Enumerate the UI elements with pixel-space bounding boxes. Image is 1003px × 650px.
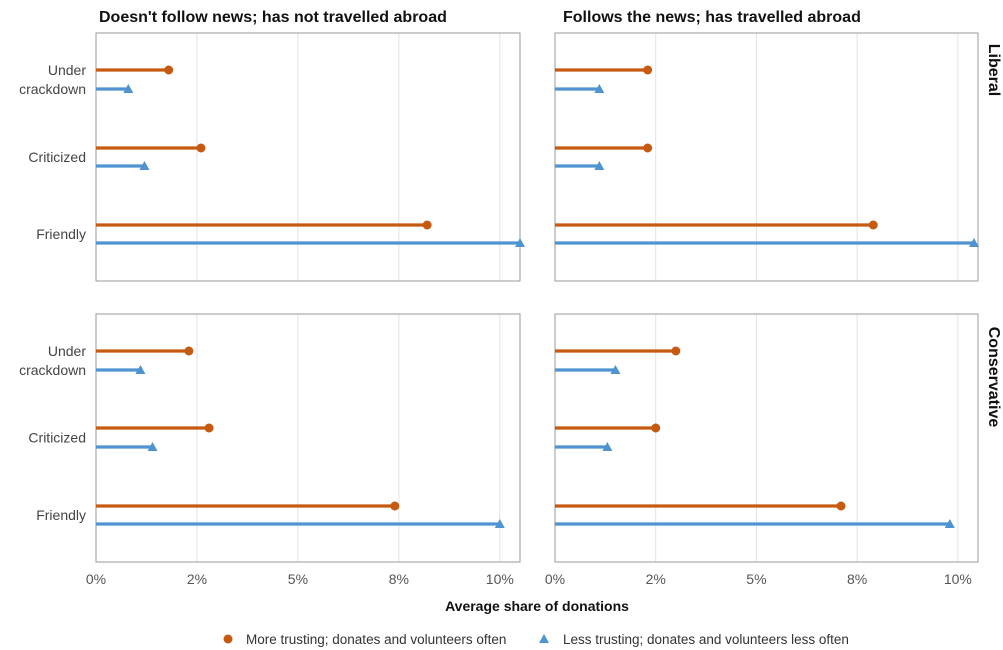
x-tick-label-col1-0: 0% bbox=[86, 571, 106, 587]
column-title-1: Doesn't follow news; has not travelled a… bbox=[99, 9, 447, 26]
panel-liberal-col2-more-trusting-criticized-point bbox=[643, 143, 653, 153]
panel-conservative-col2-more-trusting-criticized-point bbox=[651, 423, 661, 433]
panel-conservative-col2-less-trusting-under-crackdown-point bbox=[610, 365, 621, 374]
category-label-criticized-liberal: Criticized bbox=[28, 149, 86, 165]
panel-liberal-col2-less-trusting-criticized-point bbox=[594, 161, 605, 170]
legend-label-more-trusting: More trusting; donates and volunteers of… bbox=[246, 632, 506, 647]
x-tick-label-col1-1: 2% bbox=[187, 571, 207, 587]
x-tick-label-col2-1: 2% bbox=[646, 571, 666, 587]
legend-marker-more-trusting bbox=[223, 634, 233, 644]
panel-conservative-col1-more-trusting-criticized-point bbox=[204, 423, 214, 433]
legend-marker-less-trusting bbox=[539, 634, 549, 643]
panel-conservative-col1-frame bbox=[95, 313, 521, 563]
legend: More trusting; donates and volunteers of… bbox=[223, 632, 849, 647]
panel-liberal-col2-more-trusting-friendly-point bbox=[868, 220, 878, 230]
x-tick-label-col1-4: 10% bbox=[486, 571, 514, 587]
panel-liberal-col1-less-trusting-friendly-point bbox=[515, 238, 525, 247]
x-tick-label-col2-2: 5% bbox=[746, 571, 766, 587]
category-label-under-crackdown-conservative: Under crackdown bbox=[19, 343, 86, 378]
category-label-friendly-conservative: Friendly bbox=[36, 507, 86, 523]
panel-conservative-col1-less-trusting-criticized-point bbox=[147, 442, 158, 451]
panel-conservative-col2-less-trusting-criticized-point bbox=[602, 442, 613, 451]
panel-conservative-col2-more-trusting-friendly-point bbox=[836, 501, 846, 511]
panel-liberal-col1: Under crackdown Criticized Friendly bbox=[19, 32, 525, 282]
panel-liberal-col1-more-trusting-under-crackdown-point bbox=[164, 65, 174, 75]
legend-label-less-trusting: Less trusting; donates and volunteers le… bbox=[563, 632, 849, 647]
x-tick-label-col2-3: 8% bbox=[847, 571, 867, 587]
x-axis-title: Average share of donations bbox=[445, 598, 629, 614]
panel-conservative-col2-less-trusting-friendly-point bbox=[944, 519, 955, 528]
x-tick-label-col2-0: 0% bbox=[545, 571, 565, 587]
panel-liberal-col2 bbox=[554, 32, 979, 282]
panel-liberal-col1-less-trusting-criticized-point bbox=[139, 161, 150, 170]
category-label-friendly-liberal: Friendly bbox=[36, 226, 86, 242]
panel-liberal-col1-less-trusting-under-crackdown-point bbox=[123, 84, 134, 93]
panel-liberal-col2-frame bbox=[554, 32, 979, 282]
panel-conservative-col1-more-trusting-under-crackdown-point bbox=[184, 346, 194, 356]
panel-liberal-col1-frame bbox=[95, 32, 521, 282]
panel-conservative-col1: Under crackdown Criticized Friendly 0% 2% 5% 8%… bbox=[19, 313, 521, 587]
panel-liberal-col2-less-trusting-friendly-point bbox=[968, 238, 979, 247]
x-tick-label-col1-3: 8% bbox=[389, 571, 409, 587]
panel-liberal-col1-more-trusting-friendly-point bbox=[422, 220, 432, 230]
x-tick-label-col1-2: 5% bbox=[288, 571, 308, 587]
x-tick-label-col2-4: 10% bbox=[944, 571, 972, 587]
panel-conservative-col1-more-trusting-friendly-point bbox=[390, 501, 400, 511]
panel-liberal-col1-more-trusting-criticized-point bbox=[196, 143, 206, 153]
category-label-criticized-conservative: Criticized bbox=[28, 430, 86, 446]
column-title-2: Follows the news; has travelled abroad bbox=[563, 9, 861, 26]
panel-conservative-col2-frame bbox=[554, 313, 979, 563]
row-label-liberal: Liberal bbox=[985, 44, 1002, 96]
row-label-conservative: Conservative bbox=[985, 327, 1002, 428]
panel-conservative-col2: 0% 2% 5% 8% 10% bbox=[545, 313, 979, 587]
panel-conservative-col2-more-trusting-under-crackdown-point bbox=[671, 346, 681, 356]
category-label-under-crackdown-liberal: Under crackdown bbox=[19, 62, 86, 97]
panel-liberal-col2-more-trusting-under-crackdown-point bbox=[643, 65, 653, 75]
panel-conservative-col1-less-trusting-under-crackdown-point bbox=[135, 365, 146, 374]
panel-liberal-col2-less-trusting-under-crackdown-point bbox=[594, 84, 605, 93]
panel-conservative-col1-less-trusting-friendly-point bbox=[494, 519, 505, 528]
